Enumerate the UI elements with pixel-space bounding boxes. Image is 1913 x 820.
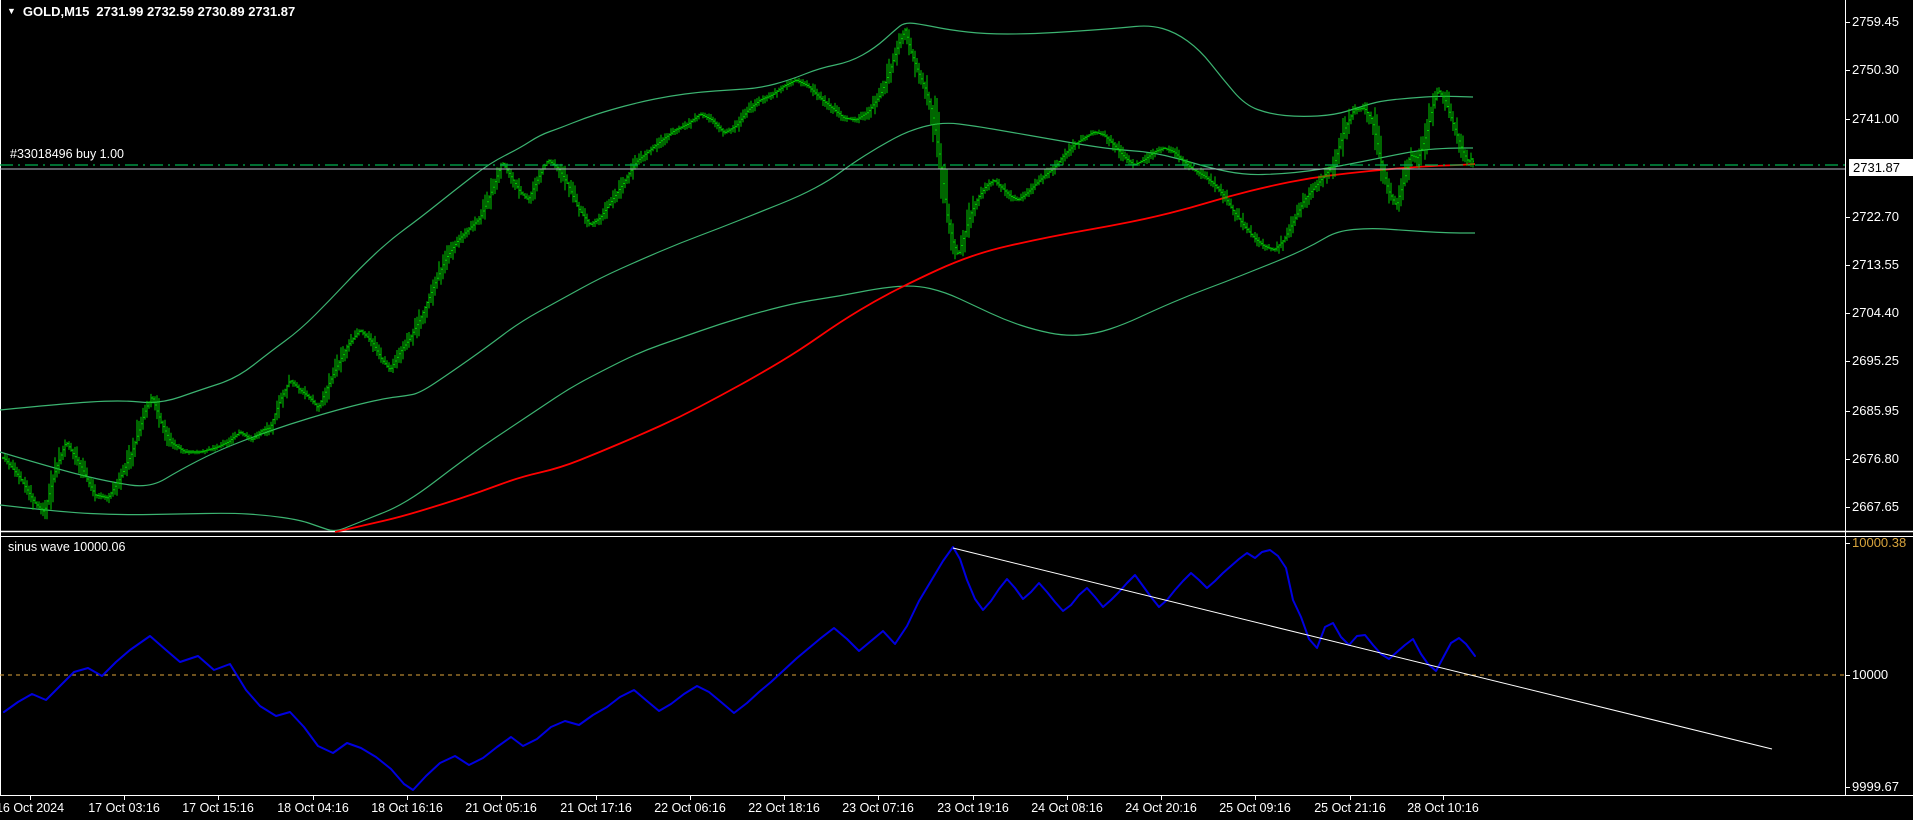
price-axis-label: 2759.45 [1852, 14, 1899, 29]
chart-title-row: ▼ GOLD,M15 2731.99 2732.59 2730.89 2731.… [7, 4, 295, 19]
time-axis-label: 25 Oct 09:16 [1219, 801, 1291, 815]
open-order-label[interactable]: #33018496 buy 1.00 [10, 147, 124, 161]
price-axis-label: 2676.80 [1852, 451, 1899, 466]
ohlc-values: 2731.99 2732.59 2730.89 2731.87 [96, 4, 296, 19]
indicator-axis-label: 10000 [1852, 667, 1889, 682]
price-axis-label: 2685.95 [1852, 403, 1899, 418]
indicator-axis-label: 9999.67 [1852, 779, 1899, 794]
symbol-period-label: GOLD,M15 [22, 4, 90, 19]
candlestick-series [2, 27, 1474, 520]
bollinger-middle-band [0, 122, 1473, 487]
current-price-badge: 2731.87 [1849, 159, 1913, 176]
time-axis-label: 22 Oct 06:16 [654, 801, 726, 815]
time-axis-label: 24 Oct 20:16 [1125, 801, 1197, 815]
time-axis-label: 28 Oct 10:16 [1407, 801, 1479, 815]
sinus-wave-line [3, 546, 1476, 791]
time-axis-label: 17 Oct 03:16 [88, 801, 160, 815]
time-axis-label: 22 Oct 18:16 [748, 801, 820, 815]
time-axis-label: 18 Oct 04:16 [277, 801, 349, 815]
price-axis-label: 2713.55 [1852, 257, 1899, 272]
time-axis-label: 16 Oct 2024 [0, 801, 65, 815]
time-axis-label: 21 Oct 05:16 [465, 801, 537, 815]
time-axis-label: 23 Oct 19:16 [937, 801, 1009, 815]
indicator-axis-label: 10000.38 [1852, 535, 1907, 550]
time-axis-label: 18 Oct 16:16 [371, 801, 443, 815]
red-moving-average [334, 163, 1476, 533]
time-axis-label: 17 Oct 15:16 [182, 801, 254, 815]
price-axis-label: 2667.65 [1852, 499, 1899, 514]
time-axis-label: 25 Oct 21:16 [1314, 801, 1386, 815]
bollinger-upper-band [0, 22, 1474, 411]
time-axis-label: 21 Oct 17:16 [560, 801, 632, 815]
indicator-value-label: sinus wave 10000.06 [8, 540, 126, 554]
price-axis-label: 2695.25 [1852, 353, 1899, 368]
price-axis-label: 2741.00 [1852, 111, 1899, 126]
descending-trendline[interactable] [952, 547, 1773, 750]
time-axis-label: 24 Oct 08:16 [1031, 801, 1103, 815]
price-axis-label: 2704.40 [1852, 305, 1899, 320]
time-axis-label: 23 Oct 07:16 [842, 801, 914, 815]
price-axis-label: 2722.70 [1852, 209, 1899, 224]
price-axis-label: 2750.30 [1852, 62, 1899, 77]
bollinger-lower-band [0, 228, 1475, 532]
symbol-dropdown-icon[interactable]: ▼ [7, 6, 16, 16]
